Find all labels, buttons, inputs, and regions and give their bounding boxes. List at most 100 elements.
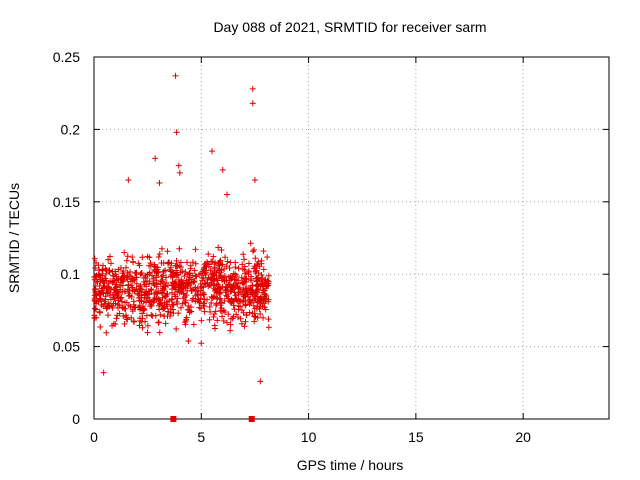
data-point	[115, 275, 122, 282]
data-point	[238, 320, 245, 327]
data-point	[227, 321, 234, 328]
data-point	[96, 271, 103, 278]
data-point	[204, 296, 211, 303]
data-point	[169, 279, 176, 286]
data-point	[187, 285, 194, 292]
data-point	[236, 284, 243, 291]
data-point	[191, 278, 198, 285]
data-point	[137, 282, 144, 289]
data-point	[255, 274, 262, 281]
data-point	[183, 314, 190, 321]
data-point	[223, 277, 230, 284]
data-point	[106, 267, 113, 274]
data-point	[162, 274, 169, 281]
data-point	[218, 299, 225, 306]
data-point	[107, 285, 114, 292]
data-point	[213, 300, 220, 307]
data-point	[225, 311, 232, 318]
x-tick-label: 15	[408, 429, 424, 445]
data-point	[91, 276, 98, 283]
data-point	[121, 249, 128, 256]
data-point	[176, 169, 183, 176]
data-point	[91, 295, 98, 302]
data-point	[241, 293, 248, 300]
data-point	[156, 329, 163, 336]
data-point	[254, 314, 261, 321]
data-point	[152, 263, 159, 270]
data-point	[95, 272, 102, 279]
data-point	[202, 280, 209, 287]
data-point	[169, 295, 176, 302]
data-point	[214, 317, 221, 324]
data-point	[194, 285, 201, 292]
gap-marker	[170, 416, 177, 422]
data-point	[231, 289, 238, 296]
data-point	[240, 251, 247, 258]
data-point	[213, 269, 220, 276]
data-point	[136, 297, 143, 304]
data-point	[201, 280, 208, 287]
data-point	[231, 296, 238, 303]
data-point	[216, 290, 223, 297]
data-point	[102, 275, 109, 282]
data-point	[173, 269, 180, 276]
data-point	[125, 177, 132, 184]
data-point	[254, 262, 261, 269]
data-point	[155, 319, 162, 326]
data-point	[213, 280, 220, 287]
y-tick-label: 0.05	[53, 339, 80, 355]
data-point	[103, 287, 110, 294]
data-point	[242, 318, 249, 325]
data-point	[202, 263, 209, 270]
data-point	[163, 301, 170, 308]
data-point	[179, 280, 186, 287]
data-point	[209, 295, 216, 302]
data-point	[196, 298, 203, 305]
data-point	[180, 283, 187, 290]
data-point	[261, 279, 268, 286]
x-tick-label: 5	[197, 429, 205, 445]
data-point	[201, 291, 208, 298]
data-point	[205, 251, 212, 258]
data-point	[162, 320, 169, 327]
data-point	[105, 312, 112, 319]
data-point	[93, 300, 100, 307]
data-point	[165, 308, 172, 315]
data-point	[199, 274, 206, 281]
data-point	[148, 311, 155, 318]
data-point	[144, 329, 151, 336]
data-point	[191, 267, 198, 274]
data-point	[255, 282, 262, 289]
plot-frame	[93, 56, 610, 420]
data-point	[216, 266, 223, 273]
data-point	[160, 283, 167, 290]
data-point	[257, 378, 264, 385]
data-point	[150, 280, 157, 287]
data-point	[96, 291, 103, 298]
data-point	[262, 306, 269, 313]
data-point	[215, 260, 222, 267]
data-point	[211, 285, 218, 292]
data-point	[224, 191, 231, 198]
data-point	[100, 303, 107, 310]
data-point	[177, 264, 184, 271]
data-point	[119, 288, 126, 295]
data-point	[133, 274, 140, 281]
data-point	[187, 262, 194, 269]
data-point	[176, 245, 183, 252]
data-point	[227, 288, 234, 295]
data-point	[216, 275, 223, 282]
data-point	[239, 279, 246, 286]
data-point	[246, 301, 253, 308]
data-point	[249, 290, 256, 297]
data-point	[241, 323, 248, 330]
data-point	[146, 278, 153, 285]
data-point	[186, 274, 193, 281]
data-point	[219, 313, 226, 320]
data-point	[136, 322, 143, 329]
data-point	[169, 274, 176, 281]
x-tick-label: 20	[515, 429, 531, 445]
data-points	[91, 72, 272, 385]
data-point	[143, 312, 150, 319]
